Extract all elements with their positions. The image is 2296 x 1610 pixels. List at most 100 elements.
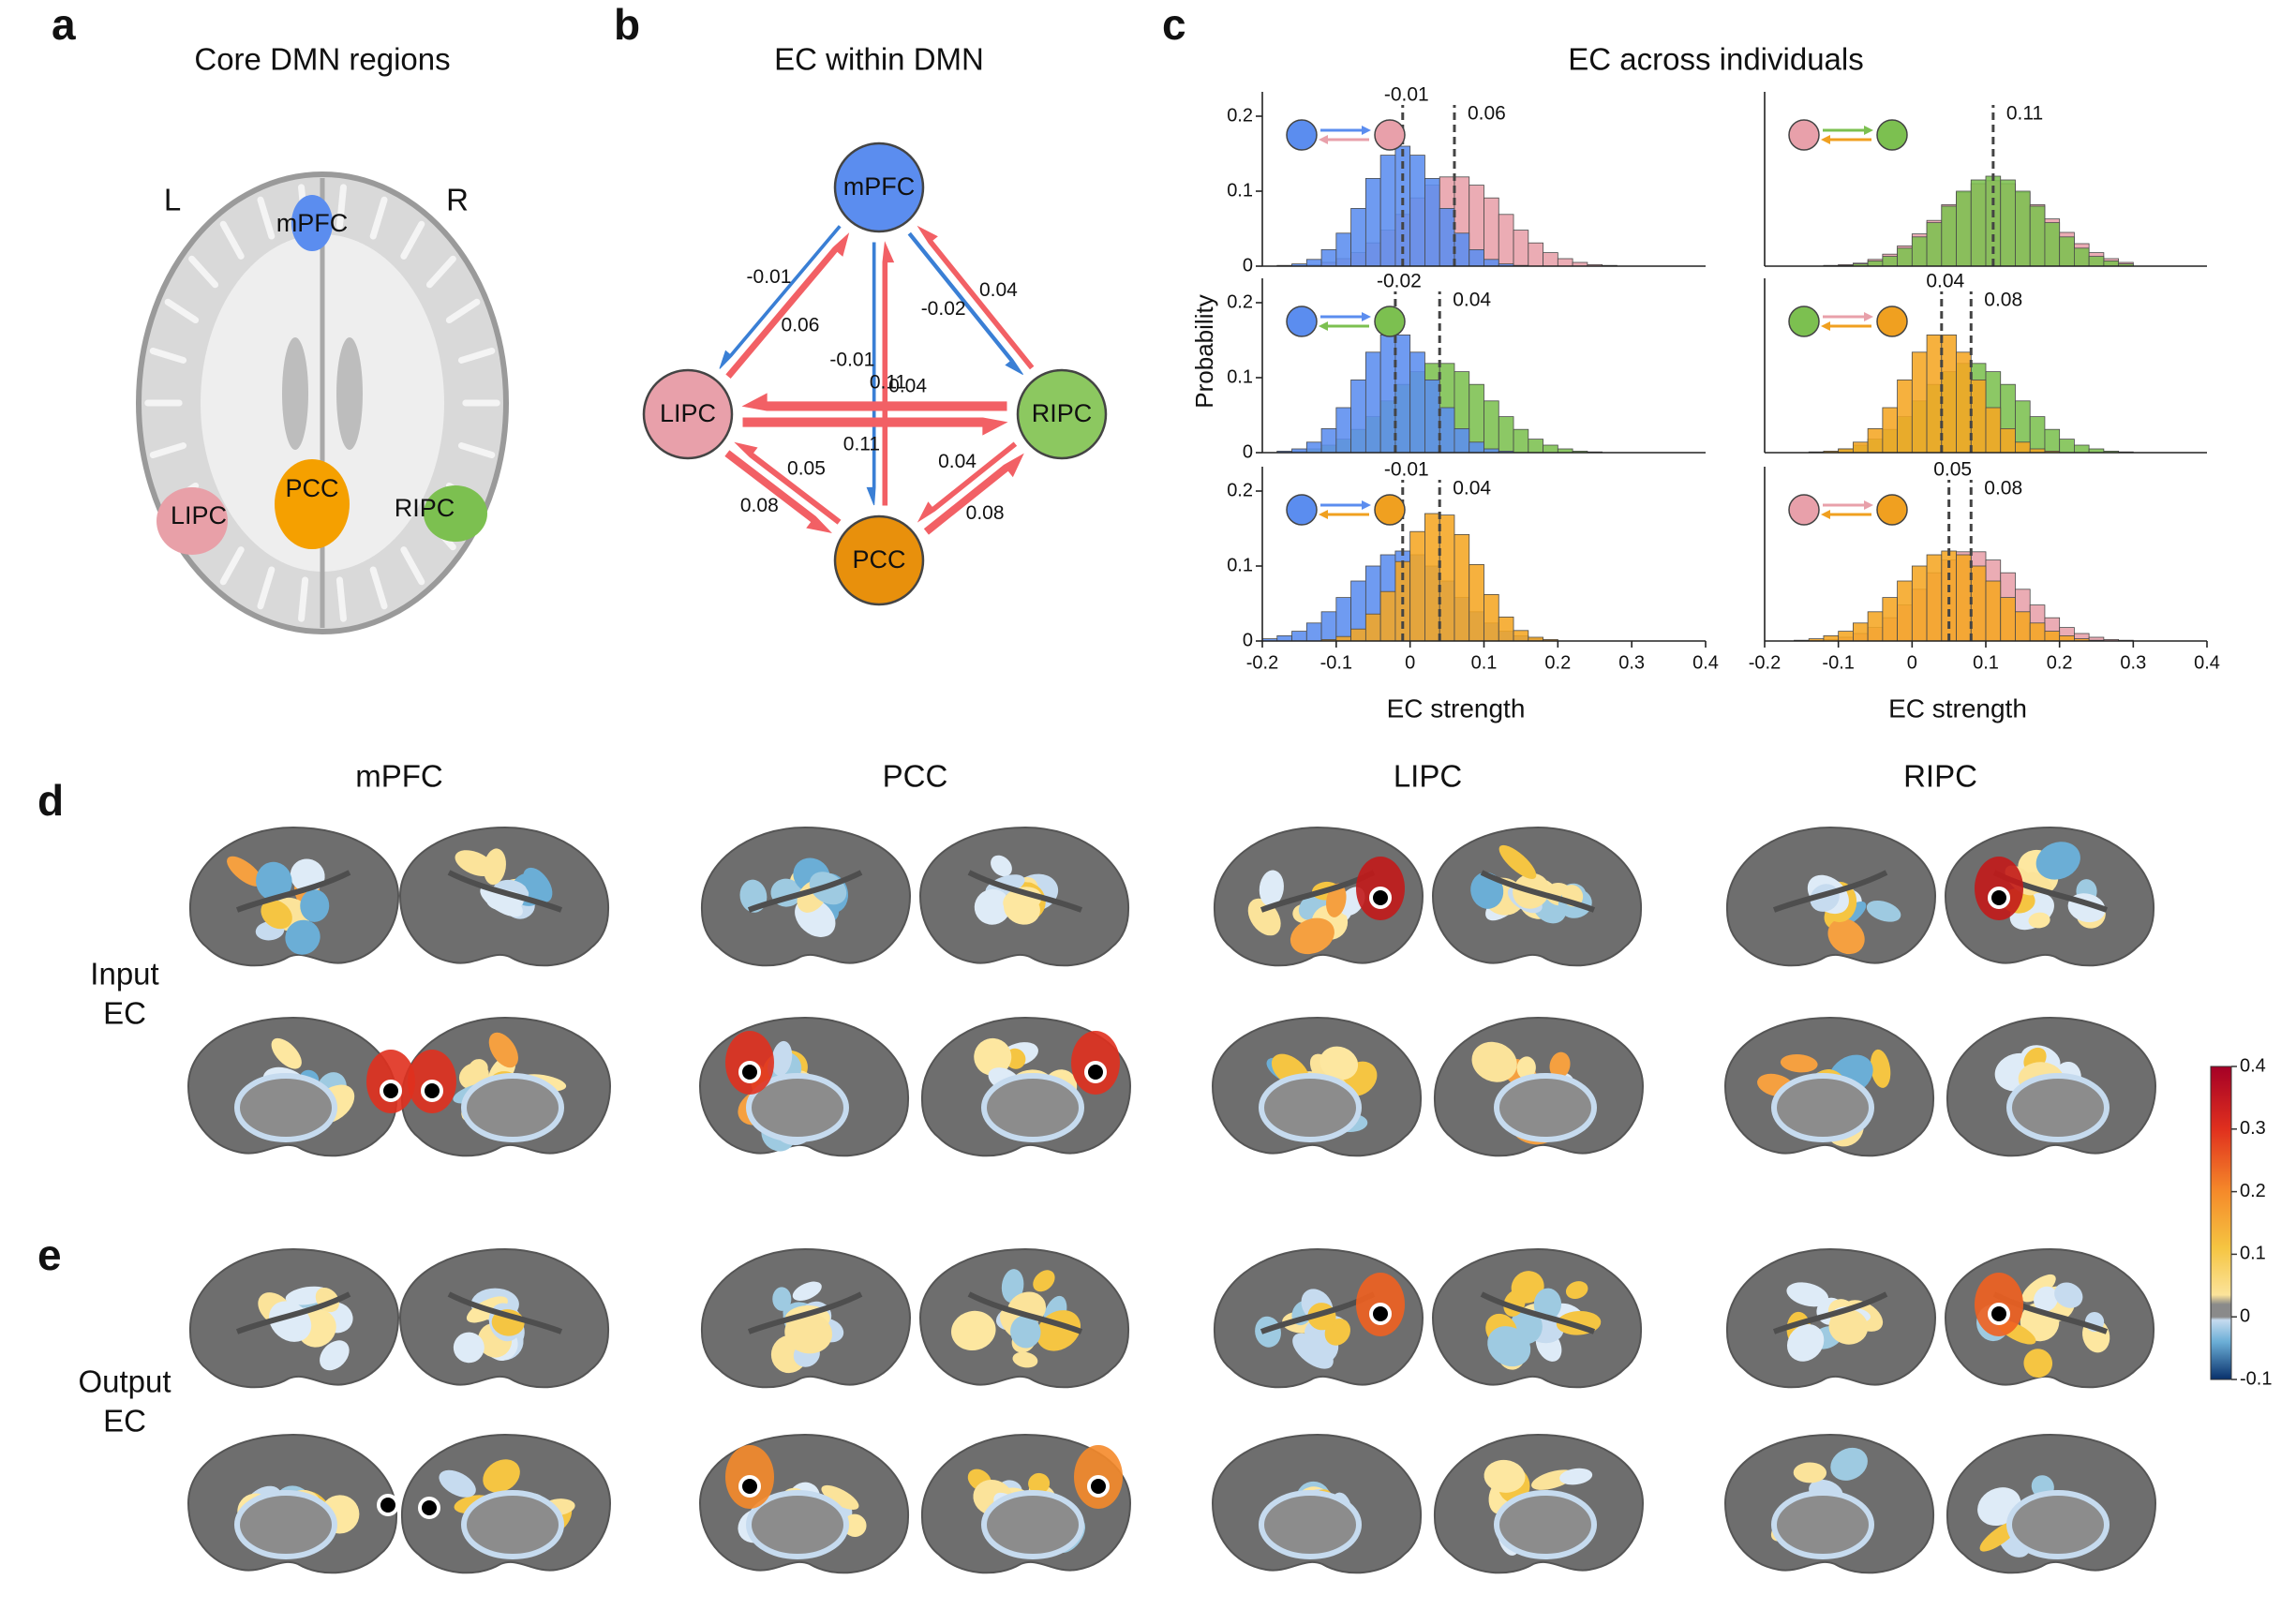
- panel-letter: b: [614, 0, 640, 49]
- histogram-bar: [1897, 379, 1913, 454]
- brain-surface: [1431, 1247, 1643, 1389]
- histogram-bar: [1439, 514, 1455, 642]
- parcel: [227, 856, 263, 887]
- parcel: [1033, 1270, 1055, 1292]
- parcel: [455, 850, 495, 876]
- edge-arrow: [719, 225, 842, 369]
- histogram-bar: [1882, 256, 1899, 267]
- histogram-bar: [1350, 207, 1366, 267]
- histogram-bar: [1513, 230, 1529, 267]
- histogram-bar: [1513, 630, 1529, 642]
- node-label: LIPC: [660, 399, 716, 427]
- medial-wall: [234, 1073, 337, 1142]
- region-label: RIPC: [395, 494, 455, 522]
- sulcus: [1772, 870, 1888, 913]
- parcel: [2023, 1349, 2053, 1378]
- histogram-bar: [1985, 407, 2002, 454]
- gyrus: [425, 255, 456, 289]
- histogram-bar: [1483, 197, 1499, 267]
- region-blob: [275, 459, 350, 549]
- histogram-bar: [1424, 177, 1440, 267]
- x-tick-label: 0.2: [2047, 652, 2073, 673]
- medial-wall: [981, 1073, 1084, 1142]
- histogram-bar: [1985, 580, 2002, 642]
- parcel: [842, 1513, 867, 1537]
- parcel: [1549, 1051, 1571, 1079]
- parcel: [1292, 1333, 1334, 1369]
- icon-arrowhead: [1362, 500, 1371, 510]
- histogram-bar: [2073, 247, 2090, 267]
- medial-wall: [461, 1073, 564, 1142]
- medial-wall: [981, 1490, 1084, 1559]
- icon-node: [1286, 306, 1318, 337]
- icon-arrowhead: [1319, 135, 1328, 144]
- edge-arrow: [742, 417, 1008, 436]
- histogram-bar: [1320, 248, 1337, 267]
- parcel: [1483, 1459, 1526, 1493]
- gyrus: [149, 348, 187, 364]
- brain-surface: [1946, 1433, 2157, 1574]
- icon-arrowhead: [1821, 321, 1830, 331]
- sulcus: [235, 870, 351, 913]
- brain-surface: [398, 1247, 610, 1389]
- y-tick-label: 0.2: [1227, 291, 1253, 312]
- node: [642, 368, 734, 460]
- parcel: [1471, 1041, 1517, 1082]
- edge-label: -0.01: [829, 350, 874, 371]
- histogram-bar: [1528, 242, 1543, 267]
- parcel: [1319, 1046, 1359, 1081]
- histogram-bar: [1498, 214, 1514, 267]
- histogram-bar: [1823, 635, 1840, 642]
- ventricle: [336, 337, 363, 450]
- histogram-bar: [1513, 428, 1529, 454]
- mean-label: 0.04: [1453, 478, 1491, 499]
- edge-arrow: [907, 231, 1023, 376]
- mean-label: 0.11: [2006, 103, 2043, 125]
- seed-dot: [380, 1080, 402, 1102]
- x-tick-label: -0.2: [1246, 652, 1278, 673]
- panel-letter: a: [52, 0, 76, 49]
- panel-title: EC across individuals: [1568, 42, 1863, 77]
- edge-label: 0.05: [787, 458, 826, 480]
- y-tick-label: 0.2: [1227, 480, 1253, 500]
- parcel: [974, 888, 1011, 925]
- column-header: mPFC: [355, 759, 443, 794]
- histogram-bar: [1970, 379, 1987, 454]
- mean-label: -0.01: [1384, 84, 1429, 106]
- y-tick-label: 0.2: [1227, 105, 1253, 126]
- seed-dot: [1369, 887, 1392, 909]
- parcel: [772, 1287, 792, 1311]
- x-tick-label: -0.1: [1320, 652, 1352, 673]
- edge-arrow: [724, 450, 832, 533]
- histogram-bar: [1970, 565, 1987, 642]
- parcel: [1870, 1049, 1891, 1088]
- edge-label: 0.04: [888, 376, 927, 397]
- column-header: PCC: [883, 759, 948, 794]
- parcel: [285, 919, 321, 955]
- parcel: [483, 1459, 520, 1493]
- histogram-bar: [1897, 247, 1913, 267]
- histogram-bar: [1838, 631, 1854, 642]
- histogram-bar: [2015, 441, 2031, 454]
- histogram-bar: [2088, 256, 2105, 267]
- histogram-bar: [1335, 407, 1352, 454]
- histogram-bar: [1528, 439, 1543, 454]
- icon-arrowhead: [1821, 135, 1830, 144]
- edge-arrow: [734, 441, 842, 525]
- histogram-bar: [1305, 259, 1322, 267]
- colorbar-tick-label: 0.3: [2240, 1118, 2266, 1139]
- seed-dot: [1087, 1475, 1110, 1498]
- gyrus: [445, 298, 481, 324]
- medial-wall: [1259, 1490, 1362, 1559]
- edge-label: 0.04: [979, 279, 1018, 301]
- medial-wall: [1494, 1073, 1597, 1142]
- histogram-bar: [1379, 590, 1396, 642]
- y-tick-label: 0: [1243, 255, 1253, 276]
- histogram-bar: [1424, 513, 1440, 642]
- parcel: [2054, 1282, 2083, 1308]
- sulcus: [747, 870, 863, 913]
- y-tick-label: 0.1: [1227, 555, 1253, 575]
- histogram-bar: [1867, 260, 1884, 267]
- icon-node: [1286, 119, 1318, 151]
- parcel: [271, 1037, 302, 1069]
